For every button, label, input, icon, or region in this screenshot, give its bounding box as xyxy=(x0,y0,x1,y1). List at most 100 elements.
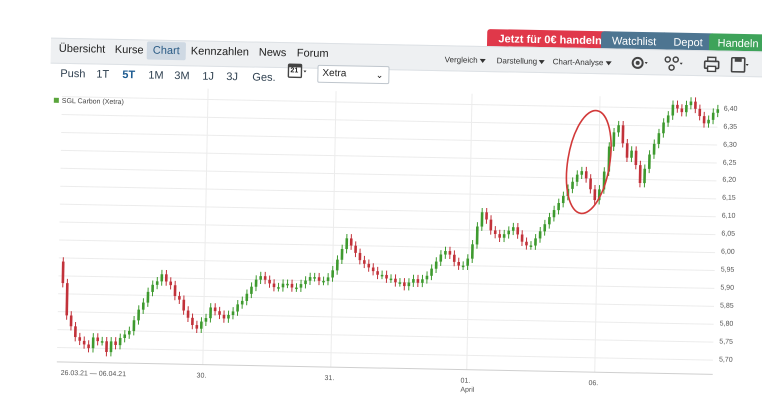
candle-body xyxy=(277,287,280,289)
y-gridline xyxy=(59,258,715,271)
candle-body xyxy=(539,231,542,238)
candle-body xyxy=(612,132,615,146)
candle-body xyxy=(694,102,697,109)
candle-body xyxy=(359,253,362,260)
candle-body xyxy=(507,231,510,235)
candle-body xyxy=(268,280,271,284)
candle-body xyxy=(580,171,583,175)
candle-body xyxy=(295,288,298,290)
y-gridline xyxy=(60,204,716,217)
y-gridline xyxy=(62,97,718,110)
y-gridline xyxy=(58,312,714,325)
candle-body xyxy=(282,284,285,288)
y-gridline xyxy=(59,240,715,253)
candle-body xyxy=(142,303,145,310)
y-tick-label: 6,25 xyxy=(723,159,737,166)
candle-body xyxy=(62,262,65,284)
candle-body xyxy=(187,311,190,318)
candle-body xyxy=(372,267,375,271)
candle-body xyxy=(617,125,620,132)
candle-body xyxy=(367,264,370,268)
candle-body xyxy=(543,224,546,231)
candle-body xyxy=(114,341,117,345)
y-tick-label: 5,85 xyxy=(720,302,734,309)
candle-body xyxy=(503,234,506,238)
candle-body xyxy=(639,165,642,183)
candle-body xyxy=(156,281,159,285)
y-tick-label: 6,05 xyxy=(721,231,735,238)
candle-body xyxy=(133,320,136,331)
y-gridline xyxy=(57,330,713,343)
candle-body xyxy=(667,115,670,122)
candle-body xyxy=(250,287,253,294)
candle-body xyxy=(635,151,638,165)
x-tick-label: 30. xyxy=(197,373,207,380)
candle-body xyxy=(571,182,574,189)
candle-body xyxy=(548,217,551,224)
candle-body xyxy=(331,270,334,277)
y-gridline xyxy=(58,294,714,307)
candle-body xyxy=(521,235,524,242)
candle-body xyxy=(241,301,244,305)
candle-body xyxy=(232,311,235,315)
candle-body xyxy=(512,227,515,231)
candle-body xyxy=(205,318,208,322)
candle-body xyxy=(322,281,325,283)
candle-body xyxy=(160,274,163,281)
candle-body xyxy=(671,105,674,116)
candle-body xyxy=(516,227,519,234)
y-gridline xyxy=(61,168,717,181)
candle-body xyxy=(345,238,348,249)
candle-body xyxy=(485,212,488,219)
candle-body xyxy=(476,226,479,244)
candle-body xyxy=(96,337,99,341)
candle-body xyxy=(200,322,203,329)
candle-body xyxy=(680,109,683,113)
candle-body xyxy=(92,337,95,348)
x-tick-sublabel: April xyxy=(460,387,474,394)
candle-body xyxy=(593,189,596,200)
y-tick-label: 6,15 xyxy=(722,195,736,202)
candle-body xyxy=(214,307,217,311)
y-tick-label: 5,75 xyxy=(719,338,733,345)
candle-body xyxy=(643,169,646,183)
candle-body xyxy=(562,196,565,203)
candle-body xyxy=(227,315,230,319)
candle-body xyxy=(286,284,289,286)
candle-body xyxy=(553,210,556,217)
candle-body xyxy=(453,255,456,262)
candle-body xyxy=(530,245,533,247)
y-tick-label: 5,80 xyxy=(720,320,734,327)
candle-body xyxy=(245,294,248,301)
candle-body xyxy=(716,109,719,113)
candle-body xyxy=(444,251,447,255)
y-gridline xyxy=(57,347,713,360)
candle-body xyxy=(255,280,258,287)
candle-body xyxy=(259,276,262,280)
candle-body xyxy=(309,277,312,281)
candle-body xyxy=(403,282,406,286)
candle-body xyxy=(182,300,185,311)
x-tick-label: 06. xyxy=(588,380,598,387)
candle-body xyxy=(101,341,104,343)
candle-body xyxy=(657,133,660,144)
candle-body xyxy=(78,337,81,341)
candle-body xyxy=(399,282,402,284)
x-gridline xyxy=(467,94,472,370)
y-gridline xyxy=(60,222,716,235)
candle-body xyxy=(147,292,150,303)
candle-body xyxy=(626,143,629,157)
candle-body xyxy=(376,271,379,275)
y-tick-label: 6,30 xyxy=(723,141,737,148)
candle-body xyxy=(707,120,710,124)
candle-body xyxy=(236,304,239,311)
candle-body xyxy=(119,338,122,345)
candle-body xyxy=(195,325,198,329)
candle-body xyxy=(462,266,465,268)
candle-body xyxy=(394,279,397,283)
candle-body xyxy=(363,260,366,264)
candle-body xyxy=(698,109,701,116)
candle-body xyxy=(498,234,501,238)
candle-body xyxy=(690,102,693,106)
y-gridline xyxy=(60,186,716,199)
